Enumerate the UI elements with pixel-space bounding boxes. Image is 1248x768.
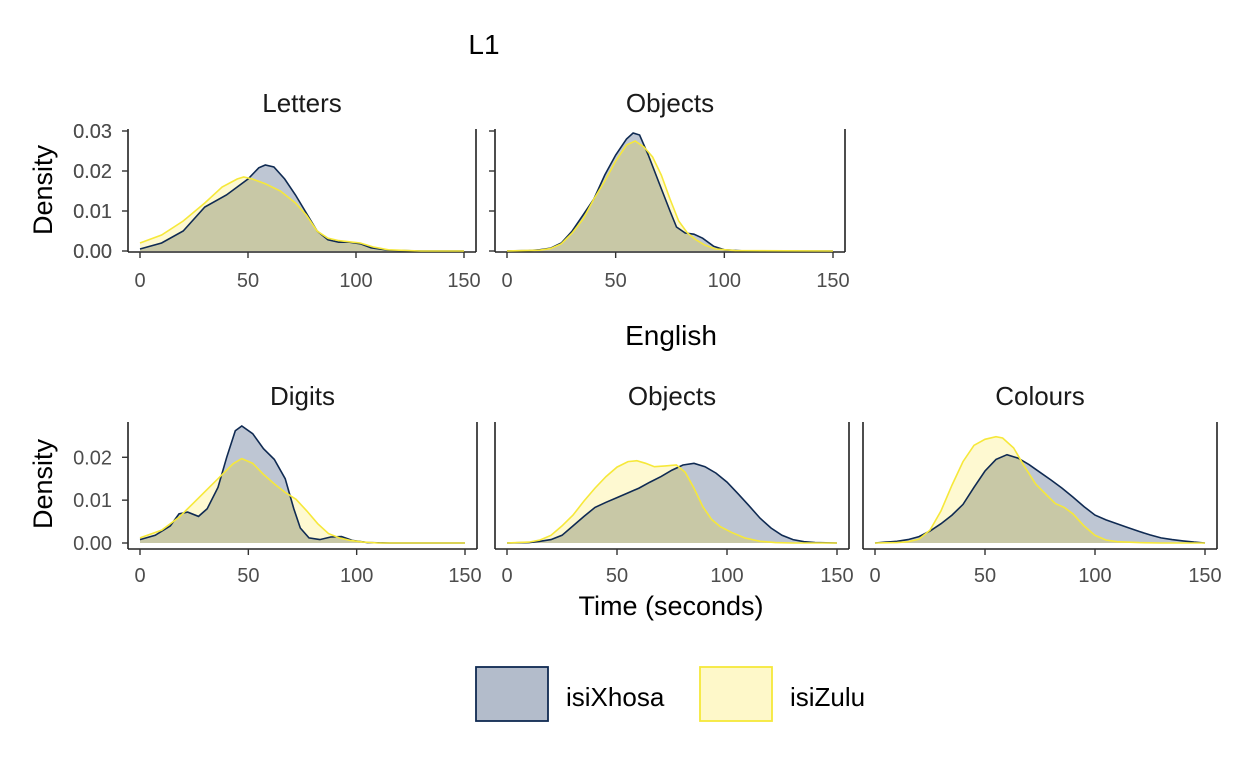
legend: isiXhosa isiZulu — [475, 666, 865, 722]
density-overlap — [140, 458, 465, 543]
chart-group-l1: L1 Density Letters 0 50 100 150 0.00 0.01 0.02 0.0… — [28, 29, 850, 292]
y-tick-label: 0.00 — [73, 241, 112, 263]
x-tick-label: 150 — [820, 565, 853, 587]
group-title: English — [625, 320, 717, 351]
density-line-isizulu — [139, 457, 465, 544]
density-line-isizulu — [139, 176, 464, 252]
panel-objects: Objects 0 50 100 150 0.00 0.01 0.02 0.03 — [73, 88, 850, 292]
y-tick-label: 0.01 — [73, 201, 112, 223]
x-tick-label: 150 — [816, 270, 849, 292]
x-tick-label: 50 — [974, 565, 996, 587]
panel-colours: Colours 0 50 100 150 — [862, 381, 1222, 587]
x-tick-label: 150 — [1188, 565, 1221, 587]
facet-title: Objects — [628, 381, 716, 411]
density-overlap — [507, 467, 837, 543]
group-title: L1 — [468, 29, 499, 60]
x-tick-label: 0 — [501, 270, 512, 292]
legend-label-isixhosa: isiXhosa — [566, 682, 665, 712]
x-tick-label: 150 — [448, 565, 481, 587]
y-tick-label: 0.02 — [73, 447, 112, 469]
density-line-isizulu — [874, 435, 1205, 544]
x-tick-label: 100 — [339, 270, 372, 292]
legend-label-isizulu: isiZulu — [790, 682, 865, 712]
y-tick-label: 0.03 — [73, 121, 112, 143]
density-line-isizulu — [506, 140, 834, 252]
legend-swatch-isizulu — [699, 666, 773, 722]
y-tick-label: 0.00 — [73, 241, 112, 263]
facet-title: Objects — [626, 88, 714, 118]
density-line-isizulu — [506, 459, 837, 544]
density-overlap — [875, 454, 1205, 543]
y-tick-label: 0.01 — [73, 201, 112, 223]
y-tick-label: 0.00 — [73, 533, 112, 555]
panel-digits: Digits 0 50 100 150 0.00 0.01 0.02 — [73, 381, 482, 587]
panel-objects: Objects 0 50 100 150 — [494, 381, 854, 587]
x-tick-label: 50 — [237, 270, 259, 292]
y-axis-label: Density — [28, 438, 58, 529]
x-tick-label: 100 — [710, 565, 743, 587]
x-tick-label: 50 — [605, 270, 627, 292]
x-tick-label: 100 — [1078, 565, 1111, 587]
density-line-isixhosa — [139, 425, 465, 544]
facet-title: Letters — [262, 88, 342, 118]
x-tick-label: 150 — [447, 270, 480, 292]
x-tick-label: 0 — [134, 270, 145, 292]
x-tick-label: 100 — [708, 270, 741, 292]
facet-title: Digits — [270, 381, 335, 411]
y-tick-label: 0.03 — [73, 121, 112, 143]
y-tick-label: 0.02 — [73, 161, 112, 183]
facet-title: Colours — [995, 381, 1085, 411]
x-tick-label: 0 — [869, 565, 880, 587]
density-overlap — [507, 141, 833, 251]
legend-swatch-isixhosa — [475, 666, 549, 722]
y-tick-label: 0.01 — [73, 490, 112, 512]
y-axis-label: Density — [28, 144, 58, 235]
x-axis-label: Time (seconds) — [578, 591, 763, 621]
x-tick-label: 50 — [237, 565, 259, 587]
x-tick-label: 50 — [606, 565, 628, 587]
density-overlap — [140, 178, 464, 251]
y-tick-label: 0.02 — [73, 161, 112, 183]
panel-letters: Letters 0 50 100 150 0.00 0.01 0.02 0.03 — [73, 88, 481, 292]
chart-group-english: English Density Digits 0 50 100 150 0.00 0.01 0.0… — [28, 320, 1222, 621]
density-line-isixhosa — [506, 462, 838, 544]
x-tick-label: 0 — [134, 565, 145, 587]
x-tick-label: 100 — [340, 565, 373, 587]
x-tick-label: 0 — [501, 565, 512, 587]
density-line-isixhosa — [139, 164, 464, 252]
